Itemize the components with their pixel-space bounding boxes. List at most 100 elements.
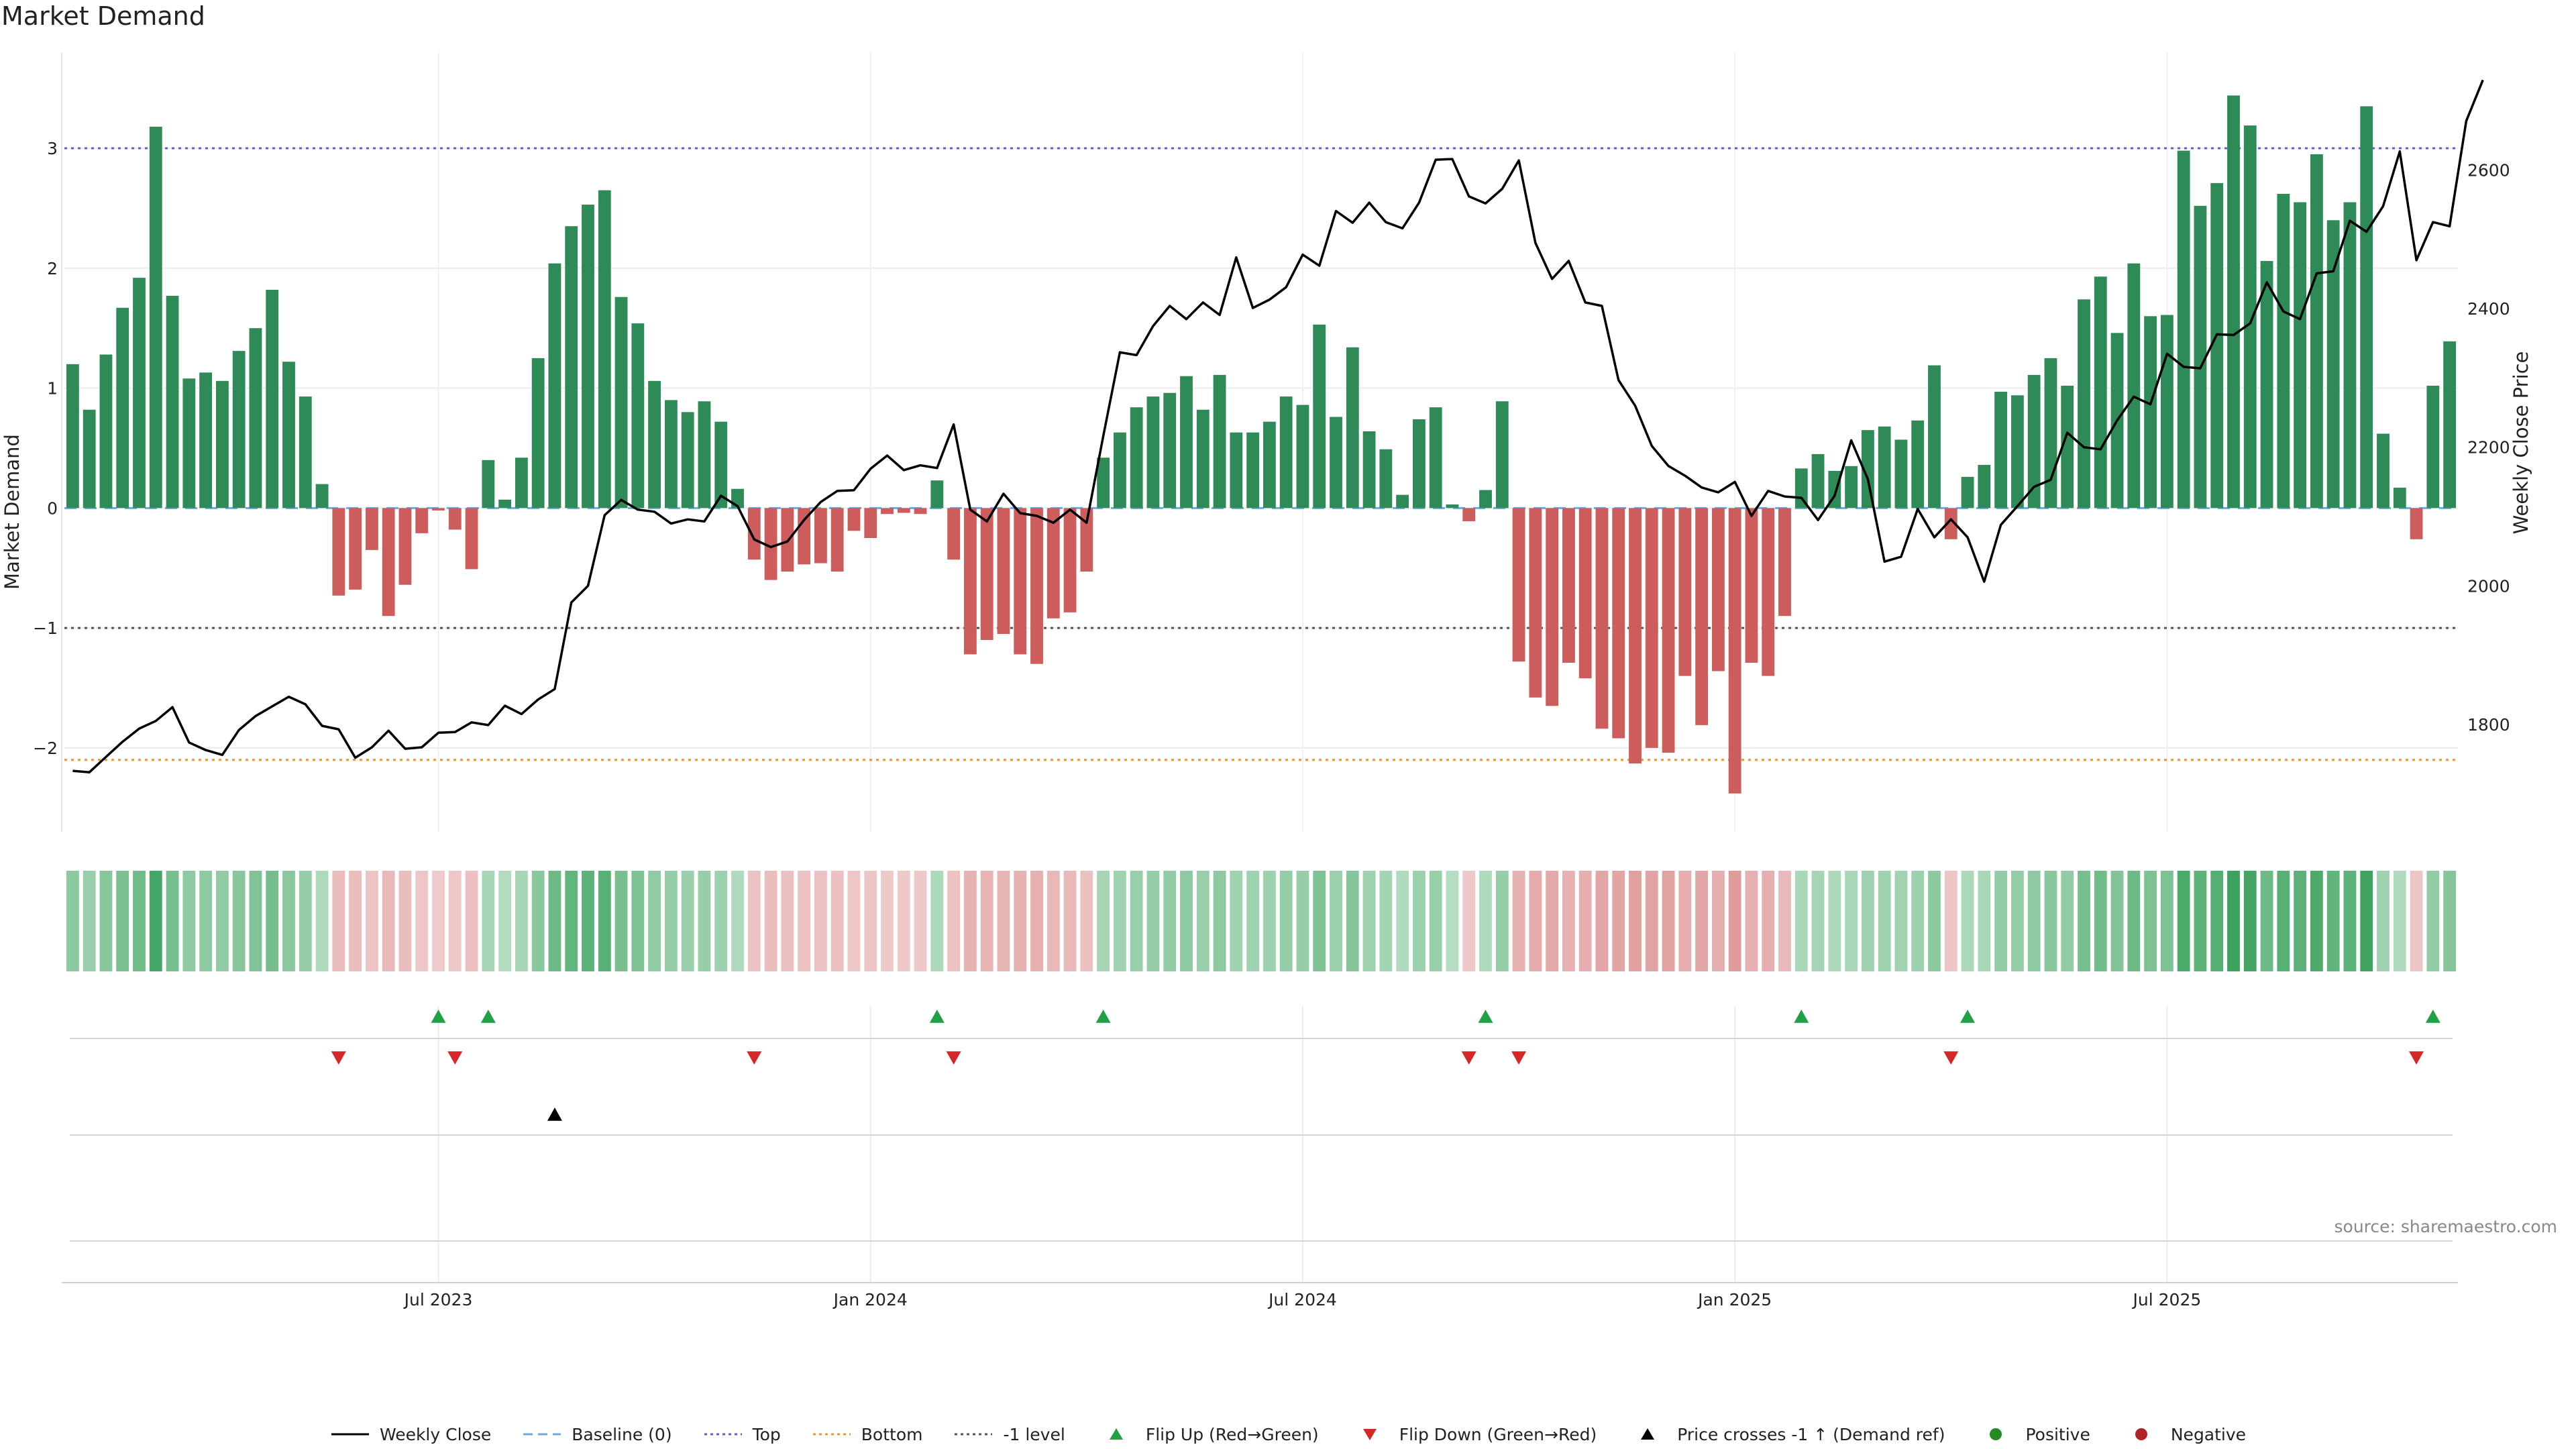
demand-bar bbox=[2260, 261, 2273, 508]
heat-strip-cell bbox=[963, 871, 977, 971]
demand-bar bbox=[1978, 464, 1991, 508]
demand-bar bbox=[1512, 508, 1525, 662]
demand-bar bbox=[149, 126, 162, 508]
heat-strip-cell bbox=[1811, 871, 1825, 971]
heat-strip-cell bbox=[1678, 871, 1692, 971]
demand-bar bbox=[299, 396, 312, 508]
heat-strip-cell bbox=[282, 871, 295, 971]
heat-strip-cell bbox=[814, 871, 827, 971]
demand-bar bbox=[1379, 449, 1393, 508]
heat-strip-cell bbox=[1346, 871, 1359, 971]
demand-bar bbox=[1546, 508, 1559, 706]
demand-bars bbox=[66, 95, 2457, 794]
demand-bar bbox=[2078, 299, 2090, 508]
y2-tick-label: 2000 bbox=[2467, 576, 2510, 596]
demand-bar bbox=[1046, 508, 1060, 619]
demand-bar bbox=[2277, 193, 2290, 508]
flip-down-marker bbox=[331, 1051, 346, 1065]
heat-strip-cell bbox=[515, 871, 528, 971]
heat-strip-cell bbox=[1728, 871, 1741, 971]
heat-strip-cell bbox=[681, 871, 694, 971]
x-tick-label: Jan 2025 bbox=[1697, 1290, 1772, 1309]
x-tick-label: Jan 2024 bbox=[833, 1290, 908, 1309]
price-line bbox=[72, 79, 2484, 773]
demand-bar bbox=[2227, 95, 2240, 508]
heat-strip-cell bbox=[166, 871, 179, 971]
demand-bar bbox=[1861, 430, 1874, 508]
demand-bar bbox=[664, 400, 678, 508]
heat-strip-cell bbox=[1046, 871, 1060, 971]
demand-bar bbox=[2094, 276, 2107, 508]
heat-strip-cell bbox=[1612, 871, 1625, 971]
demand-bar bbox=[565, 226, 578, 508]
heat-strip-cell bbox=[2210, 871, 2224, 971]
demand-bar bbox=[2127, 263, 2141, 508]
heat-strip-cell bbox=[1479, 871, 1492, 971]
heat-strip-cell bbox=[2061, 871, 2074, 971]
chart-legend: Weekly Close Baseline (0) Top Bottom -1 leve… bbox=[0, 1421, 2576, 1448]
heat-strip-cell bbox=[1662, 871, 1675, 971]
heat-strip-cell bbox=[1762, 871, 1775, 971]
demand-bar bbox=[847, 508, 861, 531]
heat-strip-cell bbox=[1362, 871, 1376, 971]
demand-bar bbox=[215, 380, 229, 508]
demand-bar bbox=[1662, 508, 1675, 753]
heat-strip-cell bbox=[2110, 871, 2124, 971]
demand-bar bbox=[1878, 426, 1891, 508]
heat-strip-cell bbox=[149, 871, 162, 971]
demand-bar bbox=[2061, 385, 2074, 508]
triangle-up-icon bbox=[1627, 1428, 1668, 1441]
demand-bar bbox=[2426, 385, 2440, 508]
heat-strip-cell bbox=[698, 871, 711, 971]
demand-bar bbox=[963, 508, 977, 655]
heat-strip-cell bbox=[1845, 871, 1858, 971]
demand-bar bbox=[1745, 508, 1758, 663]
heat-strip-cell bbox=[781, 871, 794, 971]
heat-strip-cell bbox=[332, 871, 345, 971]
heat-strip-cell bbox=[930, 871, 944, 971]
demand-bar bbox=[1196, 409, 1210, 508]
heat-strip-cell bbox=[2343, 871, 2357, 971]
heat-strip-cell bbox=[1030, 871, 1043, 971]
demand-bar bbox=[997, 508, 1010, 635]
flip-down-marker bbox=[946, 1051, 961, 1065]
demand-bar bbox=[1313, 324, 1326, 508]
heat-strip-cell bbox=[764, 871, 777, 971]
heat-strip-cell bbox=[2426, 871, 2440, 971]
demand-bar bbox=[1446, 504, 1459, 508]
demand-bar bbox=[1230, 432, 1243, 508]
demand-bar bbox=[1362, 431, 1376, 508]
heat-strip-cell bbox=[1230, 871, 1243, 971]
heat-strip-cell bbox=[1861, 871, 1874, 971]
demand-bar bbox=[681, 412, 694, 508]
demand-bar bbox=[398, 508, 412, 585]
demand-bar bbox=[266, 289, 279, 508]
heat-strip-cell bbox=[2160, 871, 2174, 971]
axes: −2 −1 0 1 2 3 1800 2000 2200 2400 2600 bbox=[33, 52, 2510, 832]
demand-bar bbox=[1911, 420, 1925, 508]
heat-strip-cell bbox=[199, 871, 213, 971]
demand-bar bbox=[1412, 419, 1426, 508]
heat-strip-cell bbox=[1196, 871, 1210, 971]
legend-label: Baseline (0) bbox=[572, 1424, 672, 1444]
heat-strip-cell bbox=[2443, 871, 2457, 971]
heat-strip-cell bbox=[2044, 871, 2057, 971]
legend-item-negative: Negative bbox=[2121, 1425, 2246, 1444]
y2-axis-title: Weekly Close Price bbox=[2510, 352, 2532, 535]
y-tick-label: 3 bbox=[47, 139, 58, 158]
demand-bar bbox=[2294, 202, 2307, 508]
flip-up-marker bbox=[1095, 1010, 1111, 1023]
demand-bar bbox=[1213, 374, 1226, 508]
y2-tick-label: 1800 bbox=[2467, 715, 2510, 735]
heat-strip-cell bbox=[299, 871, 312, 971]
flip-down-marker bbox=[1511, 1051, 1527, 1065]
demand-bar bbox=[249, 328, 262, 508]
heat-strip-cell bbox=[1645, 871, 1658, 971]
flip-down-marker bbox=[1461, 1051, 1477, 1065]
demand-bar bbox=[1030, 508, 1043, 664]
heat-strip-cell bbox=[349, 871, 362, 971]
demand-bar bbox=[764, 508, 777, 580]
legend-label: Flip Down (Green→Red) bbox=[1399, 1424, 1597, 1444]
heat-strip-cell bbox=[2310, 871, 2323, 971]
heat-strip-cell bbox=[1279, 871, 1293, 971]
